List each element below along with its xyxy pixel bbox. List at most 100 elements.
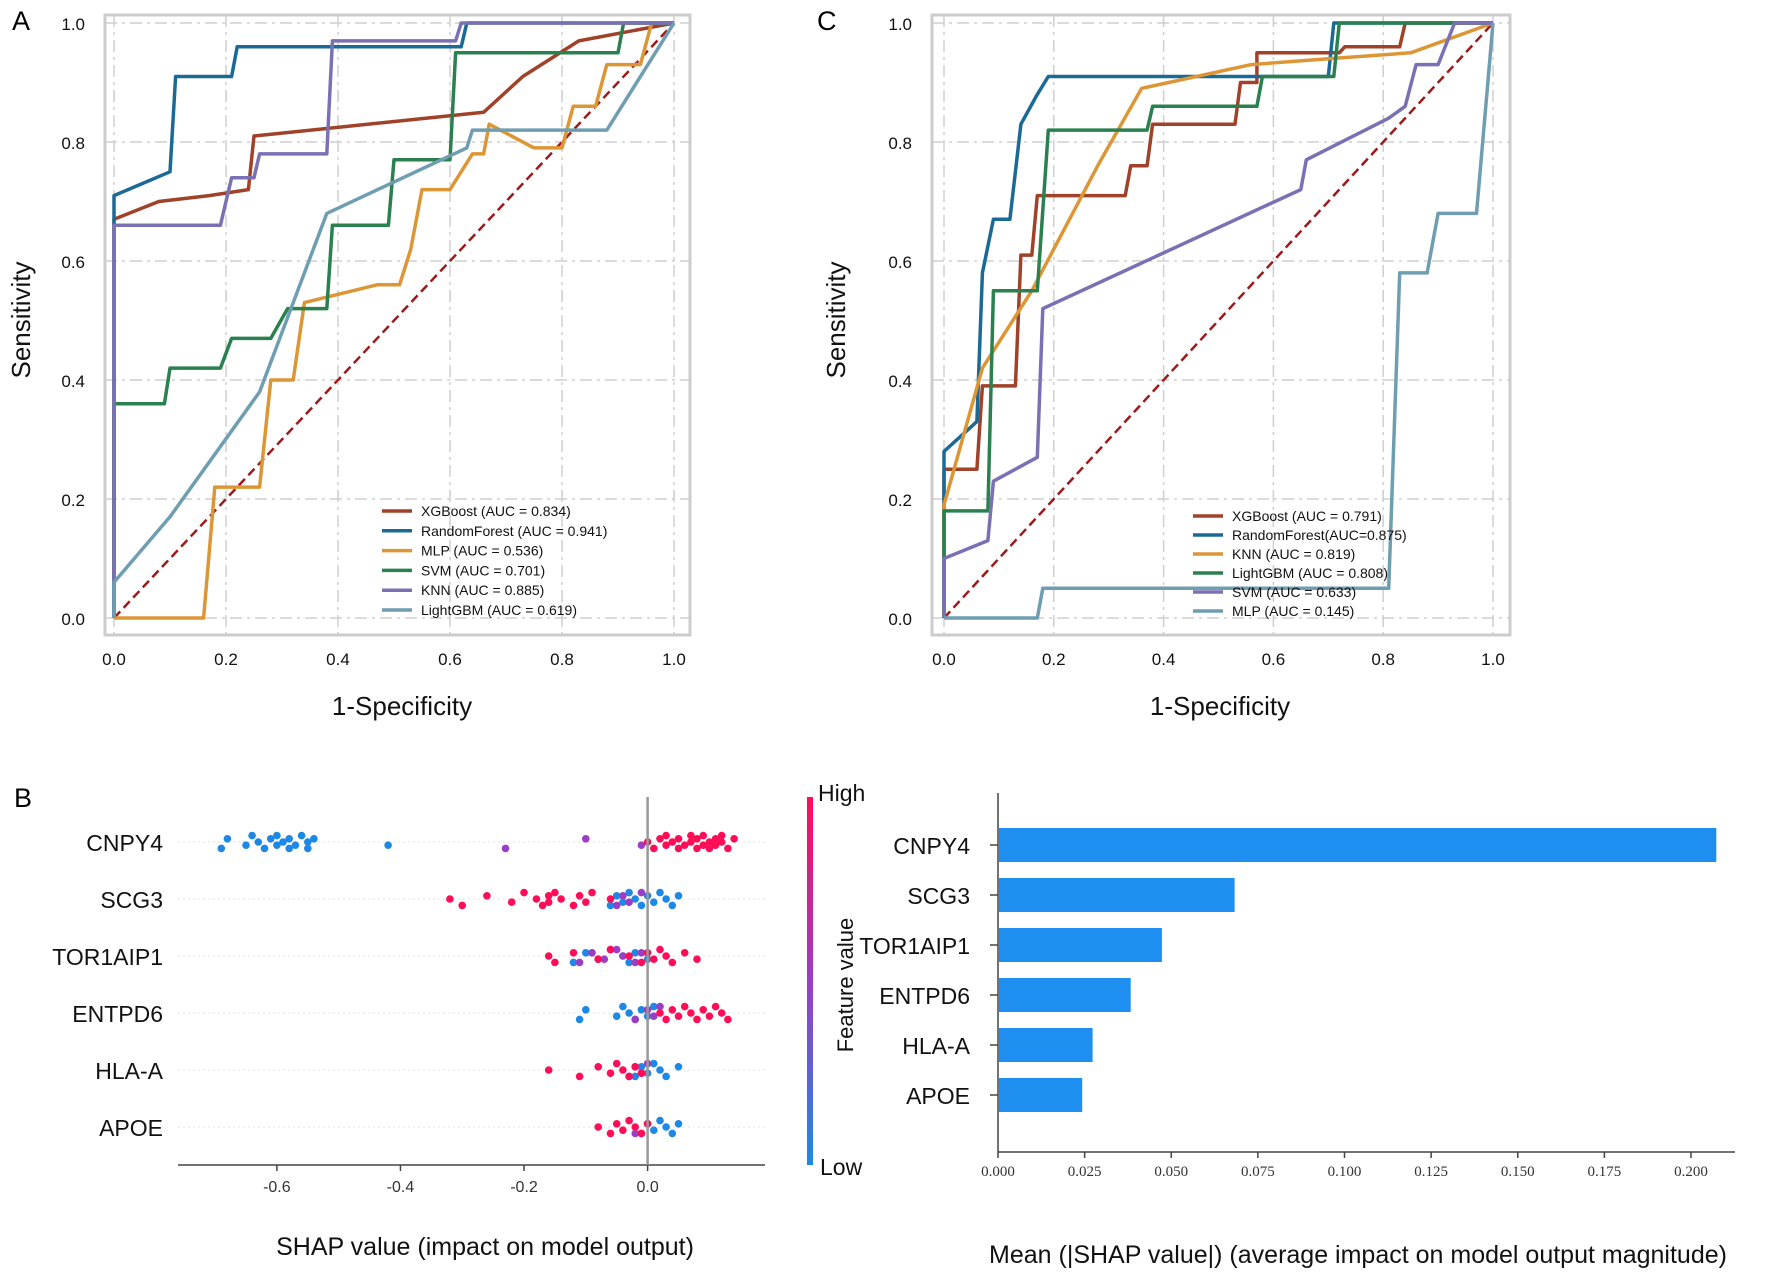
shap-point xyxy=(544,892,553,900)
shap-point xyxy=(631,895,639,903)
y-tick-label: 0.8 xyxy=(61,134,85,153)
panel-letter-a: A xyxy=(12,6,30,36)
x-tick-label: 0.6 xyxy=(438,650,462,669)
shap-point xyxy=(631,1015,639,1024)
legend-label-knn: KNN (AUC = 0.885) xyxy=(421,582,544,598)
roc-line-xgboost xyxy=(942,21,1493,618)
legend-label-svm: SVM (AUC = 0.633) xyxy=(1232,584,1356,600)
shap-point xyxy=(582,1006,590,1014)
shap-point xyxy=(266,835,275,843)
roc-line-svm xyxy=(942,21,1493,618)
shap-point xyxy=(575,1015,584,1024)
shap-point xyxy=(631,1072,639,1081)
legend-label-mlp: MLP (AUC = 0.536) xyxy=(421,543,543,559)
diagonal-reference-line xyxy=(113,22,675,619)
legend-c: XGBoost (AUC = 0.791) RandomForest(AUC=0.… xyxy=(1193,508,1407,619)
x-tick-label: 0.6 xyxy=(1262,650,1286,669)
shap-point xyxy=(279,838,287,846)
shap-point xyxy=(612,901,621,910)
shap-point xyxy=(458,901,467,910)
shap-point xyxy=(600,955,609,963)
bar-x-label: Mean (|SHAP value|) (average impact on m… xyxy=(989,1241,1727,1269)
y-tick-label: 0.2 xyxy=(61,491,85,510)
x-tick-label: 0.4 xyxy=(1152,650,1176,669)
shap-point xyxy=(650,844,658,853)
shap-point xyxy=(687,831,695,840)
shap-point xyxy=(668,1006,677,1014)
shap-point xyxy=(588,949,596,957)
shap-point xyxy=(520,888,528,897)
shap-point xyxy=(248,831,256,840)
shap-point xyxy=(606,1069,615,1077)
shap-point xyxy=(717,831,726,840)
shap-point xyxy=(594,1123,602,1131)
shap-point xyxy=(693,835,701,843)
shap-point xyxy=(637,958,646,967)
shap-point xyxy=(637,1129,646,1138)
y-axis-label-c: Sensitivity xyxy=(821,261,851,378)
bar-tor1aip1 xyxy=(999,928,1162,962)
x-tick-label: 0.150 xyxy=(1501,1164,1535,1180)
shap-point xyxy=(656,1116,664,1125)
shap-point xyxy=(612,945,621,954)
legend-label-xgboost: XGBoost (AUC = 0.834) xyxy=(421,503,571,519)
shap-point xyxy=(631,958,639,967)
feature-label-hla-a: HLA-A xyxy=(95,1058,163,1084)
shap-point xyxy=(705,838,714,846)
shap-point xyxy=(674,892,683,900)
shap-point xyxy=(291,841,300,849)
series-a xyxy=(112,21,676,620)
shap-point xyxy=(674,844,683,853)
shap-point xyxy=(687,838,695,846)
shap-point xyxy=(693,955,701,963)
shap-point xyxy=(551,958,559,967)
shap-point xyxy=(668,1129,677,1138)
y-tick-label: 0.0 xyxy=(888,610,912,629)
roc-line-lightgbm xyxy=(942,21,1493,618)
bar-label-cnpy4: CNPY4 xyxy=(893,833,970,859)
shap-point xyxy=(625,958,633,967)
shap-point xyxy=(637,1063,646,1071)
legend-label-mlp: MLP (AUC = 0.145) xyxy=(1232,603,1354,619)
shap-point xyxy=(544,898,553,906)
bar-label-scg3: SCG3 xyxy=(907,883,970,909)
shap-point xyxy=(297,831,306,840)
shap-point xyxy=(637,1006,646,1014)
feature-label-tor1aip1: TOR1AIP1 xyxy=(52,944,163,970)
legend-label-randomforest: RandomForest(AUC=0.875) xyxy=(1232,527,1407,543)
x-tick-label: 0.8 xyxy=(550,650,574,669)
shap-point xyxy=(557,895,565,903)
shap-point xyxy=(699,831,707,840)
x-tick-label: -0.6 xyxy=(263,1179,291,1196)
panel-letter-b: B xyxy=(14,783,32,813)
shap-point xyxy=(569,949,578,957)
roc-line-svm xyxy=(112,21,674,618)
shap-point xyxy=(687,1009,695,1017)
bar-scg3 xyxy=(999,878,1235,912)
bar-apoe xyxy=(999,1078,1083,1112)
x-tick-label: 1.0 xyxy=(1481,650,1505,669)
shap-point xyxy=(625,898,633,906)
shap-point xyxy=(699,841,707,849)
shap-point xyxy=(656,835,664,843)
shap-point xyxy=(625,1009,633,1017)
shap-point xyxy=(544,952,553,960)
shap-point xyxy=(612,1059,621,1068)
feature-label-apoe: APOE xyxy=(99,1115,163,1141)
roc-chart-a: 0.0 0.2 0.4 0.6 0.8 1.0 0.0 0.2 0.4 0.6 0.8 1.0 XGB… xyxy=(6,13,692,721)
shap-point xyxy=(612,1120,621,1128)
shap-point xyxy=(606,895,615,903)
shap-point xyxy=(650,955,658,963)
feature-label-entpd6: ENTPD6 xyxy=(72,1001,163,1027)
shap-point xyxy=(662,952,670,960)
x-tick-label: 0.4 xyxy=(326,650,350,669)
shap-point xyxy=(606,945,615,954)
shap-point xyxy=(582,835,590,843)
y-tick-label: 0.2 xyxy=(888,491,912,510)
x-tick-label: -0.4 xyxy=(387,1179,415,1196)
roc-line-knn xyxy=(942,21,1494,618)
bar-ticks: 0.000 0.025 0.050 0.075 0.100 0.125 0.150 0.175… xyxy=(981,793,1735,1180)
plot-frame-a xyxy=(103,13,692,637)
shap-point xyxy=(662,1015,670,1024)
